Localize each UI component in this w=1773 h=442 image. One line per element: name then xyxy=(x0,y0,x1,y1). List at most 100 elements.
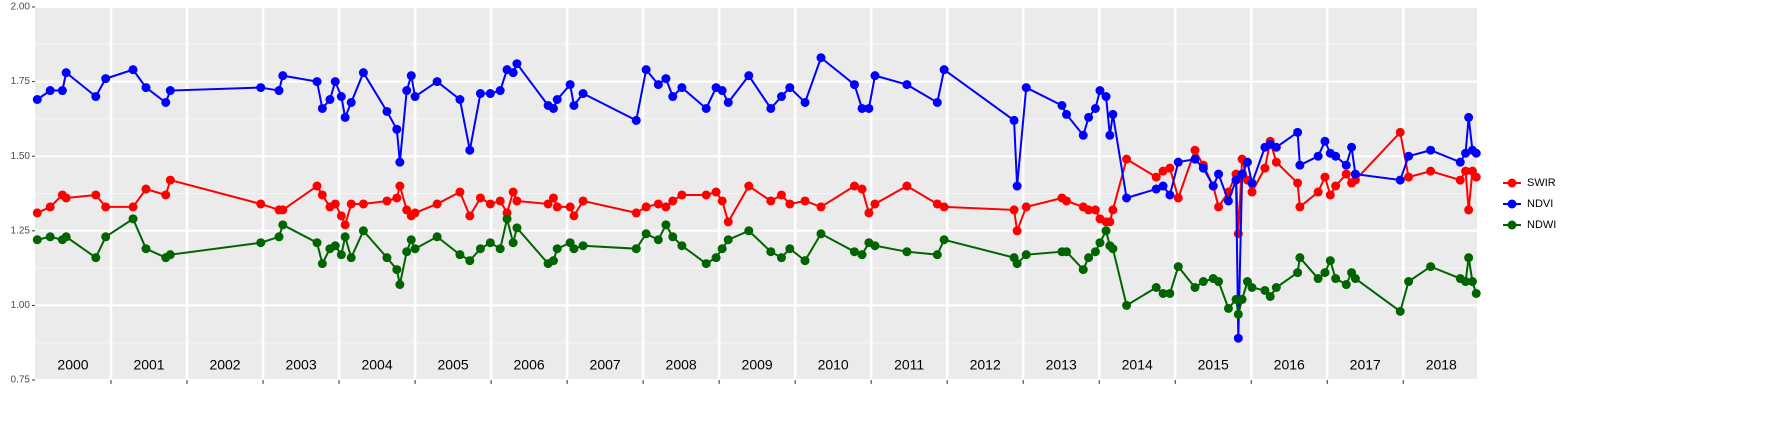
point xyxy=(1231,175,1241,185)
point xyxy=(1461,277,1471,287)
point xyxy=(165,175,175,185)
year-label: 2001 xyxy=(133,357,164,373)
year-label: 2017 xyxy=(1350,357,1381,373)
point xyxy=(1122,300,1132,310)
point xyxy=(932,250,942,260)
point xyxy=(1012,259,1022,269)
point xyxy=(340,112,350,122)
point xyxy=(717,196,727,206)
point xyxy=(455,187,465,197)
point xyxy=(382,253,392,263)
point xyxy=(1295,253,1305,263)
point xyxy=(631,244,641,254)
point xyxy=(1012,181,1022,191)
point xyxy=(1242,157,1252,167)
point xyxy=(569,100,579,110)
point xyxy=(392,193,402,203)
point xyxy=(785,244,795,254)
point xyxy=(816,202,826,212)
point xyxy=(939,235,949,245)
point xyxy=(902,80,912,90)
point xyxy=(1101,226,1111,236)
point xyxy=(744,226,754,236)
point xyxy=(61,232,71,242)
y-tick-label: 1.00 xyxy=(11,300,31,311)
series-line xyxy=(36,130,1478,235)
point xyxy=(1233,333,1243,343)
point xyxy=(330,77,340,87)
point xyxy=(1325,190,1335,200)
point xyxy=(382,106,392,116)
point xyxy=(1461,148,1471,158)
point xyxy=(256,199,266,209)
point xyxy=(1471,148,1481,158)
point xyxy=(578,241,588,251)
point xyxy=(870,71,880,81)
point xyxy=(358,68,368,78)
point xyxy=(1009,115,1019,125)
point xyxy=(766,196,776,206)
point xyxy=(1260,163,1270,173)
year-label: 2013 xyxy=(1046,357,1077,373)
point xyxy=(1325,256,1335,266)
point xyxy=(939,65,949,75)
point xyxy=(1313,187,1323,197)
point xyxy=(1293,178,1303,188)
point xyxy=(1214,277,1224,287)
point xyxy=(1223,196,1233,206)
point xyxy=(677,83,687,93)
point xyxy=(1464,205,1474,215)
point xyxy=(336,92,346,102)
point xyxy=(578,196,588,206)
point xyxy=(857,250,867,260)
year-label: 2011 xyxy=(894,357,924,373)
point xyxy=(1331,274,1341,284)
point xyxy=(864,208,874,218)
point xyxy=(512,223,522,233)
point xyxy=(465,211,475,221)
point xyxy=(1108,205,1118,215)
point xyxy=(358,226,368,236)
point xyxy=(668,196,678,206)
point xyxy=(543,199,553,209)
point xyxy=(569,211,579,221)
point xyxy=(455,95,465,105)
point xyxy=(101,232,111,242)
point xyxy=(717,244,727,254)
point xyxy=(330,199,340,209)
point xyxy=(1237,294,1247,304)
point xyxy=(569,244,579,254)
point xyxy=(1165,288,1175,298)
point xyxy=(1158,181,1168,191)
point xyxy=(816,229,826,239)
point xyxy=(661,74,671,84)
point xyxy=(495,196,505,206)
point xyxy=(1471,288,1481,298)
point xyxy=(495,244,505,254)
point xyxy=(1122,193,1132,203)
point xyxy=(382,196,392,206)
point xyxy=(1009,205,1019,215)
point xyxy=(346,199,356,209)
point xyxy=(1461,166,1471,176)
point xyxy=(317,103,327,113)
point xyxy=(128,202,138,212)
point xyxy=(1214,169,1224,179)
year-label: 2006 xyxy=(514,357,545,373)
year-label: 2005 xyxy=(438,357,469,373)
point xyxy=(395,181,405,191)
point xyxy=(274,86,284,96)
point xyxy=(1062,109,1072,119)
point xyxy=(455,250,465,260)
point xyxy=(410,208,420,218)
point xyxy=(508,68,518,78)
point xyxy=(336,250,346,260)
point xyxy=(278,71,288,81)
point xyxy=(1090,247,1100,257)
year-label: 2009 xyxy=(742,357,773,373)
point xyxy=(1021,250,1031,260)
point xyxy=(631,208,641,218)
y-tick-label: 1.25 xyxy=(11,225,31,236)
point xyxy=(864,103,874,113)
point xyxy=(1084,112,1094,122)
